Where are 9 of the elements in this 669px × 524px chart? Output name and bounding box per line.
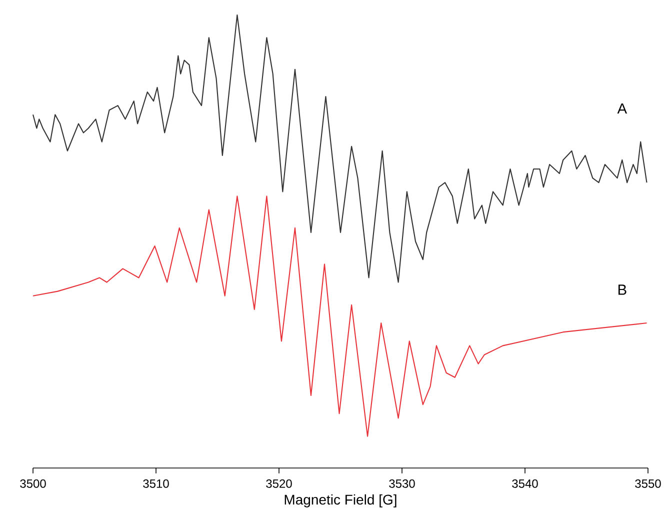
x-tick-label: 3500 — [20, 479, 46, 488]
text: A — [617, 103, 628, 114]
x-axis-title: Magnetic Field [G] — [284, 494, 396, 508]
x-tick-label: 3530 — [389, 479, 415, 488]
text: B — [618, 284, 626, 295]
x-tick-label: 3550 — [635, 479, 661, 488]
x-tick-label: 3540 — [512, 479, 538, 488]
x-tick-label: 3520 — [266, 479, 292, 488]
x-tick-label: 3510 — [143, 479, 169, 488]
